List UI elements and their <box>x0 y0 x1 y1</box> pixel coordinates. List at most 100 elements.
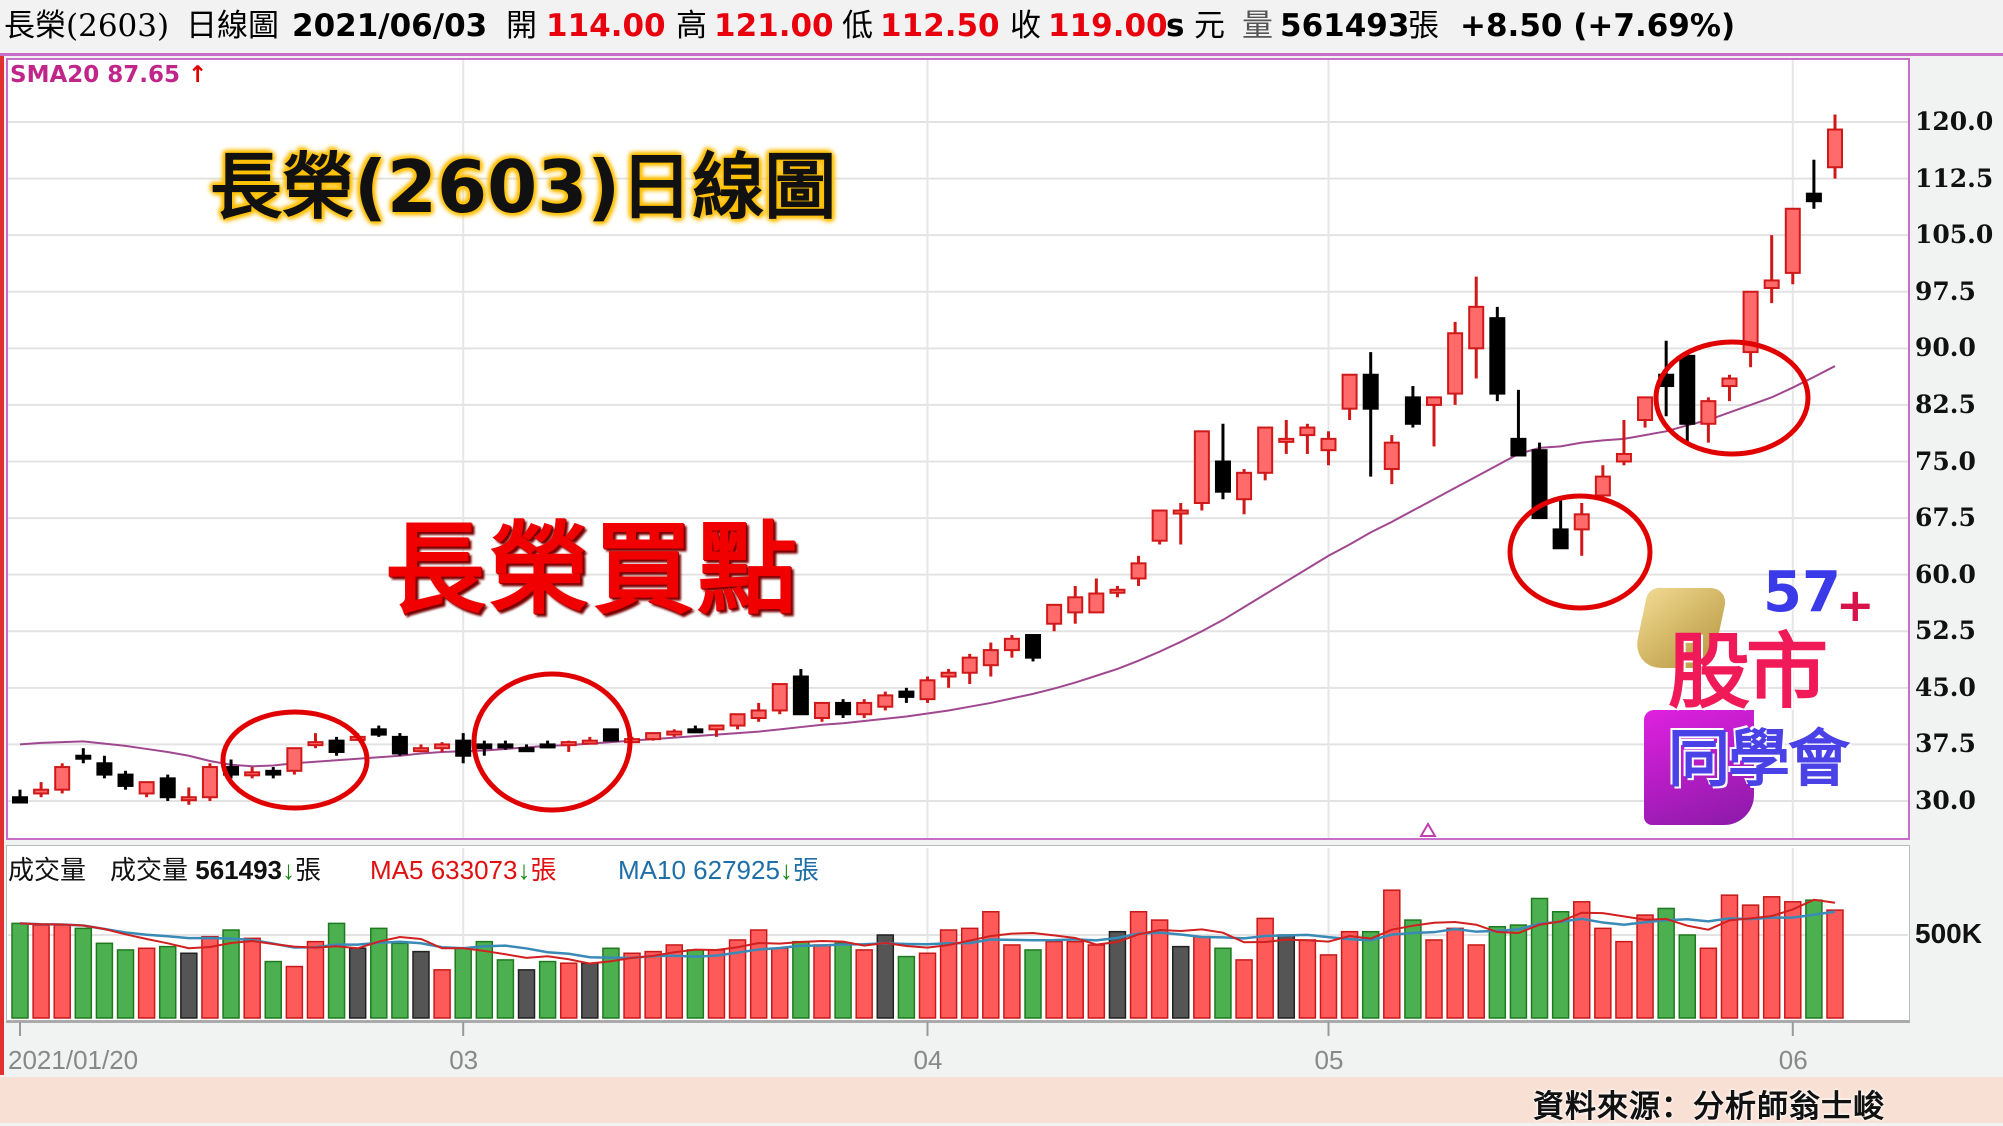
candle <box>982 642 999 677</box>
currency-marker: s <box>1166 8 1185 44</box>
candle <box>1510 389 1527 457</box>
ma10-label: MA10 <box>618 855 686 885</box>
candle <box>1721 374 1738 402</box>
ma10-value: 627925 <box>693 855 780 885</box>
candle <box>1067 585 1084 624</box>
ma10-legend: MA10 627925↓張 <box>618 850 819 887</box>
price-change: +8.50 (+7.69%) <box>1460 8 1736 44</box>
stock-name: 長榮(2603) <box>4 8 170 44</box>
candle <box>1383 435 1400 485</box>
close-label: 收 <box>1010 8 1041 44</box>
date-tick-label: 04 <box>913 1045 943 1075</box>
candle <box>1615 420 1632 466</box>
buy-point-circle <box>220 709 370 811</box>
candle <box>1594 465 1611 500</box>
logo-purple-shape-icon <box>1644 710 1754 825</box>
down-arrow-icon: ↓ <box>779 855 793 885</box>
volume-unit: 張 <box>1408 8 1439 44</box>
candle <box>602 728 619 742</box>
ma5-label: MA5 <box>370 855 424 885</box>
data-source: 資料來源：分析師翁士峻 <box>1533 1089 1885 1125</box>
candle <box>919 676 936 703</box>
candle <box>1679 352 1696 443</box>
high-label: 高 <box>676 8 707 44</box>
candle <box>961 653 978 685</box>
candle <box>1552 499 1569 550</box>
candle <box>412 744 429 753</box>
low-label: 低 <box>842 8 873 44</box>
candle <box>1257 426 1274 481</box>
candle <box>1320 431 1337 466</box>
candle <box>1447 321 1464 405</box>
open-value: 114.00 <box>546 8 666 44</box>
volume-axis-label: 500K <box>1915 918 1982 949</box>
price-tick-label: 112.5 <box>1915 163 1994 193</box>
ma10-unit: 張 <box>792 855 819 885</box>
candle <box>1362 352 1379 477</box>
candle <box>1025 634 1042 662</box>
candle <box>54 763 71 794</box>
price-tick-label: 82.5 <box>1915 389 1976 419</box>
candle <box>476 740 493 756</box>
price-tick-label: 60.0 <box>1915 559 1976 589</box>
candle <box>1827 114 1843 179</box>
candle <box>138 781 155 798</box>
volume-label: 量 <box>1242 8 1273 44</box>
ma5-legend: MA5 633073↓張 <box>370 850 556 887</box>
price-tick-label: 105.0 <box>1915 220 1994 250</box>
candle <box>1742 290 1759 368</box>
volume-legend-label: 成交量 <box>110 855 189 885</box>
price-tick-label: 30.0 <box>1915 786 1976 815</box>
ma5-value: 633073 <box>430 855 518 885</box>
price-tick-label: 67.5 <box>1915 503 1976 533</box>
candle <box>1700 397 1717 443</box>
candle <box>1193 430 1210 511</box>
candle <box>835 699 852 719</box>
logo-text-line2: 同學會 <box>1668 722 1850 795</box>
candle <box>729 713 746 730</box>
footer-band: 資料來源：分析師翁士峻 <box>0 1077 2003 1125</box>
high-value: 121.00 <box>714 8 834 44</box>
candle <box>1214 423 1231 500</box>
candle <box>159 774 176 801</box>
candle <box>1236 469 1253 515</box>
candle <box>12 789 28 804</box>
buy-point-circle <box>471 671 633 813</box>
candle <box>1489 306 1506 402</box>
volume-legend-value: 561493 <box>195 855 283 885</box>
candle <box>518 744 535 753</box>
candle <box>265 767 282 779</box>
quote-header: 長榮(2603) 日線圖 2021/06/03 開 114.00 高 121.0… <box>0 0 2003 56</box>
price-tick-label: 120.0 <box>1915 107 1994 136</box>
candle <box>1278 420 1295 454</box>
candle <box>117 770 134 790</box>
chart-type: 日線圖 <box>186 8 279 44</box>
candle <box>813 701 830 722</box>
chart-title-overlay: 長榮(2603)日線圖 <box>210 145 837 229</box>
buy-point-circle <box>1507 493 1653 611</box>
candle <box>1637 396 1654 428</box>
candle <box>1573 502 1590 556</box>
candle <box>1426 396 1443 447</box>
buy-point-overlay: 長榮買點 <box>385 511 801 628</box>
candle <box>1784 207 1801 285</box>
candle <box>856 699 873 719</box>
price-tick-label: 52.5 <box>1915 616 1976 646</box>
candle <box>1130 555 1147 586</box>
date-tick-label: 06 <box>1778 1045 1808 1075</box>
candle <box>307 733 324 749</box>
volume-legend-unit: 張 <box>295 855 322 885</box>
candle <box>286 747 303 775</box>
candle <box>96 755 113 779</box>
price-tick-label: 90.0 <box>1915 333 1976 363</box>
candle <box>1088 578 1105 614</box>
logo-text-line1: 股市 <box>1668 625 1828 720</box>
candle <box>33 782 50 798</box>
open-label: 開 <box>506 8 537 44</box>
candle <box>1404 386 1421 428</box>
candle <box>1805 159 1822 209</box>
candle <box>391 733 408 756</box>
candle <box>497 740 514 750</box>
candlestick-chart <box>8 60 1908 838</box>
price-tick-label: 45.0 <box>1915 672 1976 702</box>
